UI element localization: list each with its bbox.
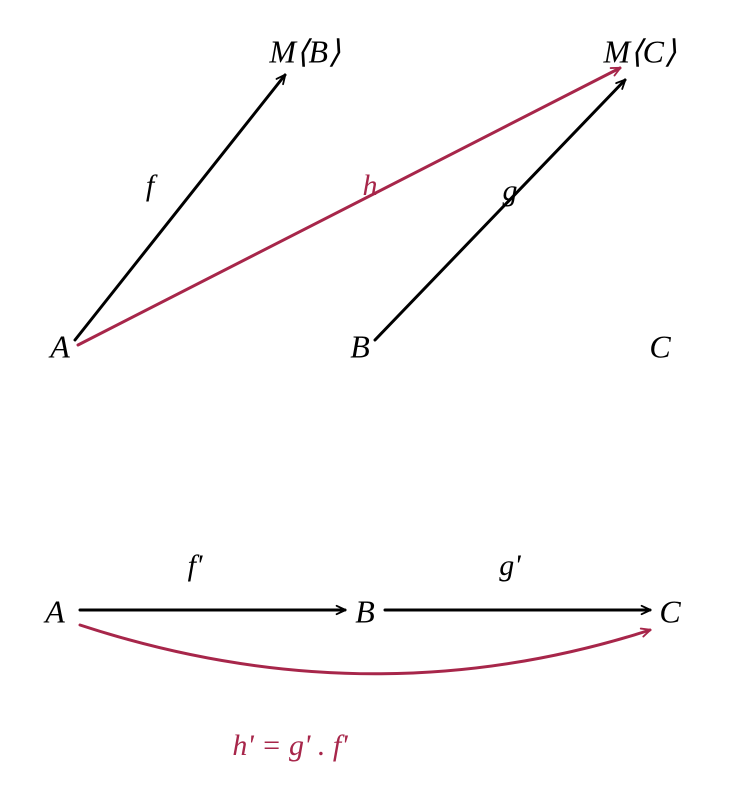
edge-B-MC [375, 80, 625, 340]
edge-A2-C2 [80, 625, 650, 674]
node-B: B [350, 328, 370, 364]
node-B2: B [355, 593, 375, 629]
edge-label-B-MC: g [503, 174, 518, 207]
node-MB: M⟨B⟩ [268, 33, 341, 69]
edge-label-A-MC: h [363, 169, 378, 202]
edge-label-A-MB: f [146, 169, 158, 202]
node-MC: M⟨C⟩ [603, 33, 677, 69]
edge-label-A2-B2: f' [188, 549, 203, 582]
node-C: C [649, 328, 671, 364]
edge-label-A2-C2: h' = g' . f' [232, 729, 348, 762]
edge-A-MB [75, 75, 285, 340]
edge-A-MC [78, 68, 620, 345]
node-A2: A [43, 593, 65, 629]
node-A: A [48, 328, 70, 364]
node-C2: C [659, 593, 681, 629]
edge-label-B2-C2: g' [499, 549, 521, 582]
